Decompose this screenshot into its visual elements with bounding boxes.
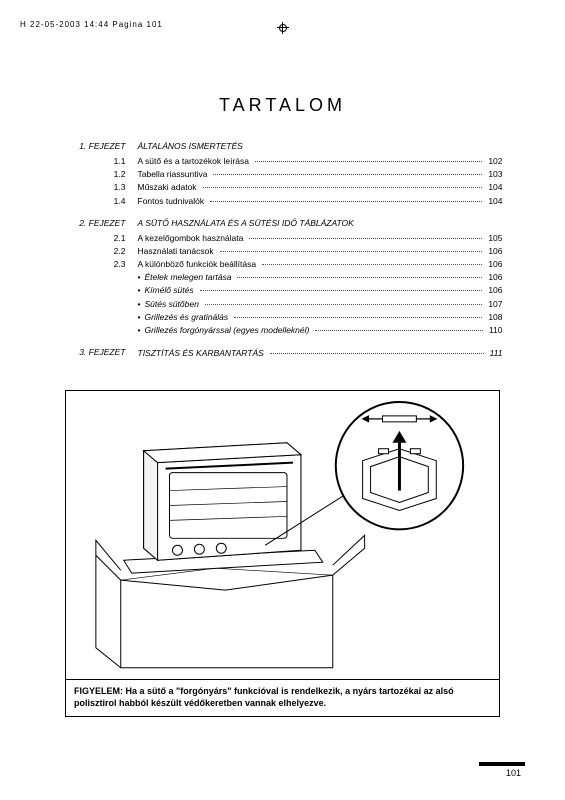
entry-num: 1.1	[63, 155, 138, 168]
chapter-label: 1. FEJEZET	[63, 141, 138, 151]
chapter-heading: A SÜTŐ HASZNÁLATA ÉS A SÜTÉSI IDŐ TÁBLÁZ…	[138, 218, 503, 228]
toc-sub-entry: • Ételek melegen tartása 106	[63, 271, 503, 284]
table-of-contents: 1. FEJEZET ÁLTALÁNOS ISMERTETÉS 1.1 A sü…	[63, 141, 503, 360]
caption-text: FIGYELEM: Ha a sütő a "forgónyárs" funkc…	[74, 686, 454, 708]
page-title: TARTALOM	[40, 95, 525, 116]
entry-page: 102	[484, 155, 502, 168]
toc-entry: 1.3 Műszaki adatok 104	[63, 181, 503, 194]
toc-chapter: 2. FEJEZET A SÜTŐ HASZNÁLATA ÉS A SÜTÉSI…	[63, 218, 503, 228]
bullet-icon: •	[138, 271, 141, 284]
toc-chapter: 3. FEJEZET TISZTÍTÁS ÉS KARBANTARTÁS 111	[63, 347, 503, 360]
toc-sub-entry: • Grillezés forgónyárssal (egyes modelle…	[63, 324, 503, 337]
chapter-heading: ÁLTALÁNOS ISMERTETÉS	[138, 141, 503, 151]
footer-bar-icon	[479, 762, 525, 766]
toc-entry: 1.2 Tabella riassuntiva 103	[63, 168, 503, 181]
leader-dots	[255, 161, 482, 162]
manual-page: H 22-05-2003 14:44 Pagina 101 TARTALOM 1…	[0, 0, 565, 800]
toc-entry: 2.1 A kezelőgombok használata 105	[63, 232, 503, 245]
unpacking-illustration	[65, 390, 500, 680]
chapter-label: 2. FEJEZET	[63, 218, 138, 228]
toc-entry: 1.4 Fontos tudnivalók 104	[63, 195, 503, 208]
chapter-heading: TISZTÍTÁS ÉS KARBANTARTÁS	[138, 347, 268, 360]
entry-label: A sütő és a tartozékok leírása	[138, 155, 254, 168]
toc-entry: 2.2 Használati tanácsok 106	[63, 245, 503, 258]
toc-sub-entry: • Grillezés és gratinálás 108	[63, 311, 503, 324]
toc-entry: 2.3 A különböző funkciók beállítása 106	[63, 258, 503, 271]
toc-chapter: 1. FEJEZET ÁLTALÁNOS ISMERTETÉS	[63, 141, 503, 151]
toc-entry: 1.1 A sütő és a tartozékok leírása 102	[63, 155, 503, 168]
toc-sub-entry: • Sütés sütőben 107	[63, 298, 503, 311]
oven-unpack-icon	[66, 391, 499, 680]
toc-sub-entry: • Kímélő sütés 106	[63, 284, 503, 297]
entry-page: 111	[486, 347, 503, 360]
warning-caption: FIGYELEM: Ha a sütő a "forgónyárs" funkc…	[65, 680, 500, 716]
print-header: H 22-05-2003 14:44 Pagina 101	[20, 20, 163, 29]
chapter-label: 3. FEJEZET	[63, 347, 138, 360]
page-number: 101	[506, 768, 521, 778]
crop-mark-icon	[277, 22, 289, 34]
